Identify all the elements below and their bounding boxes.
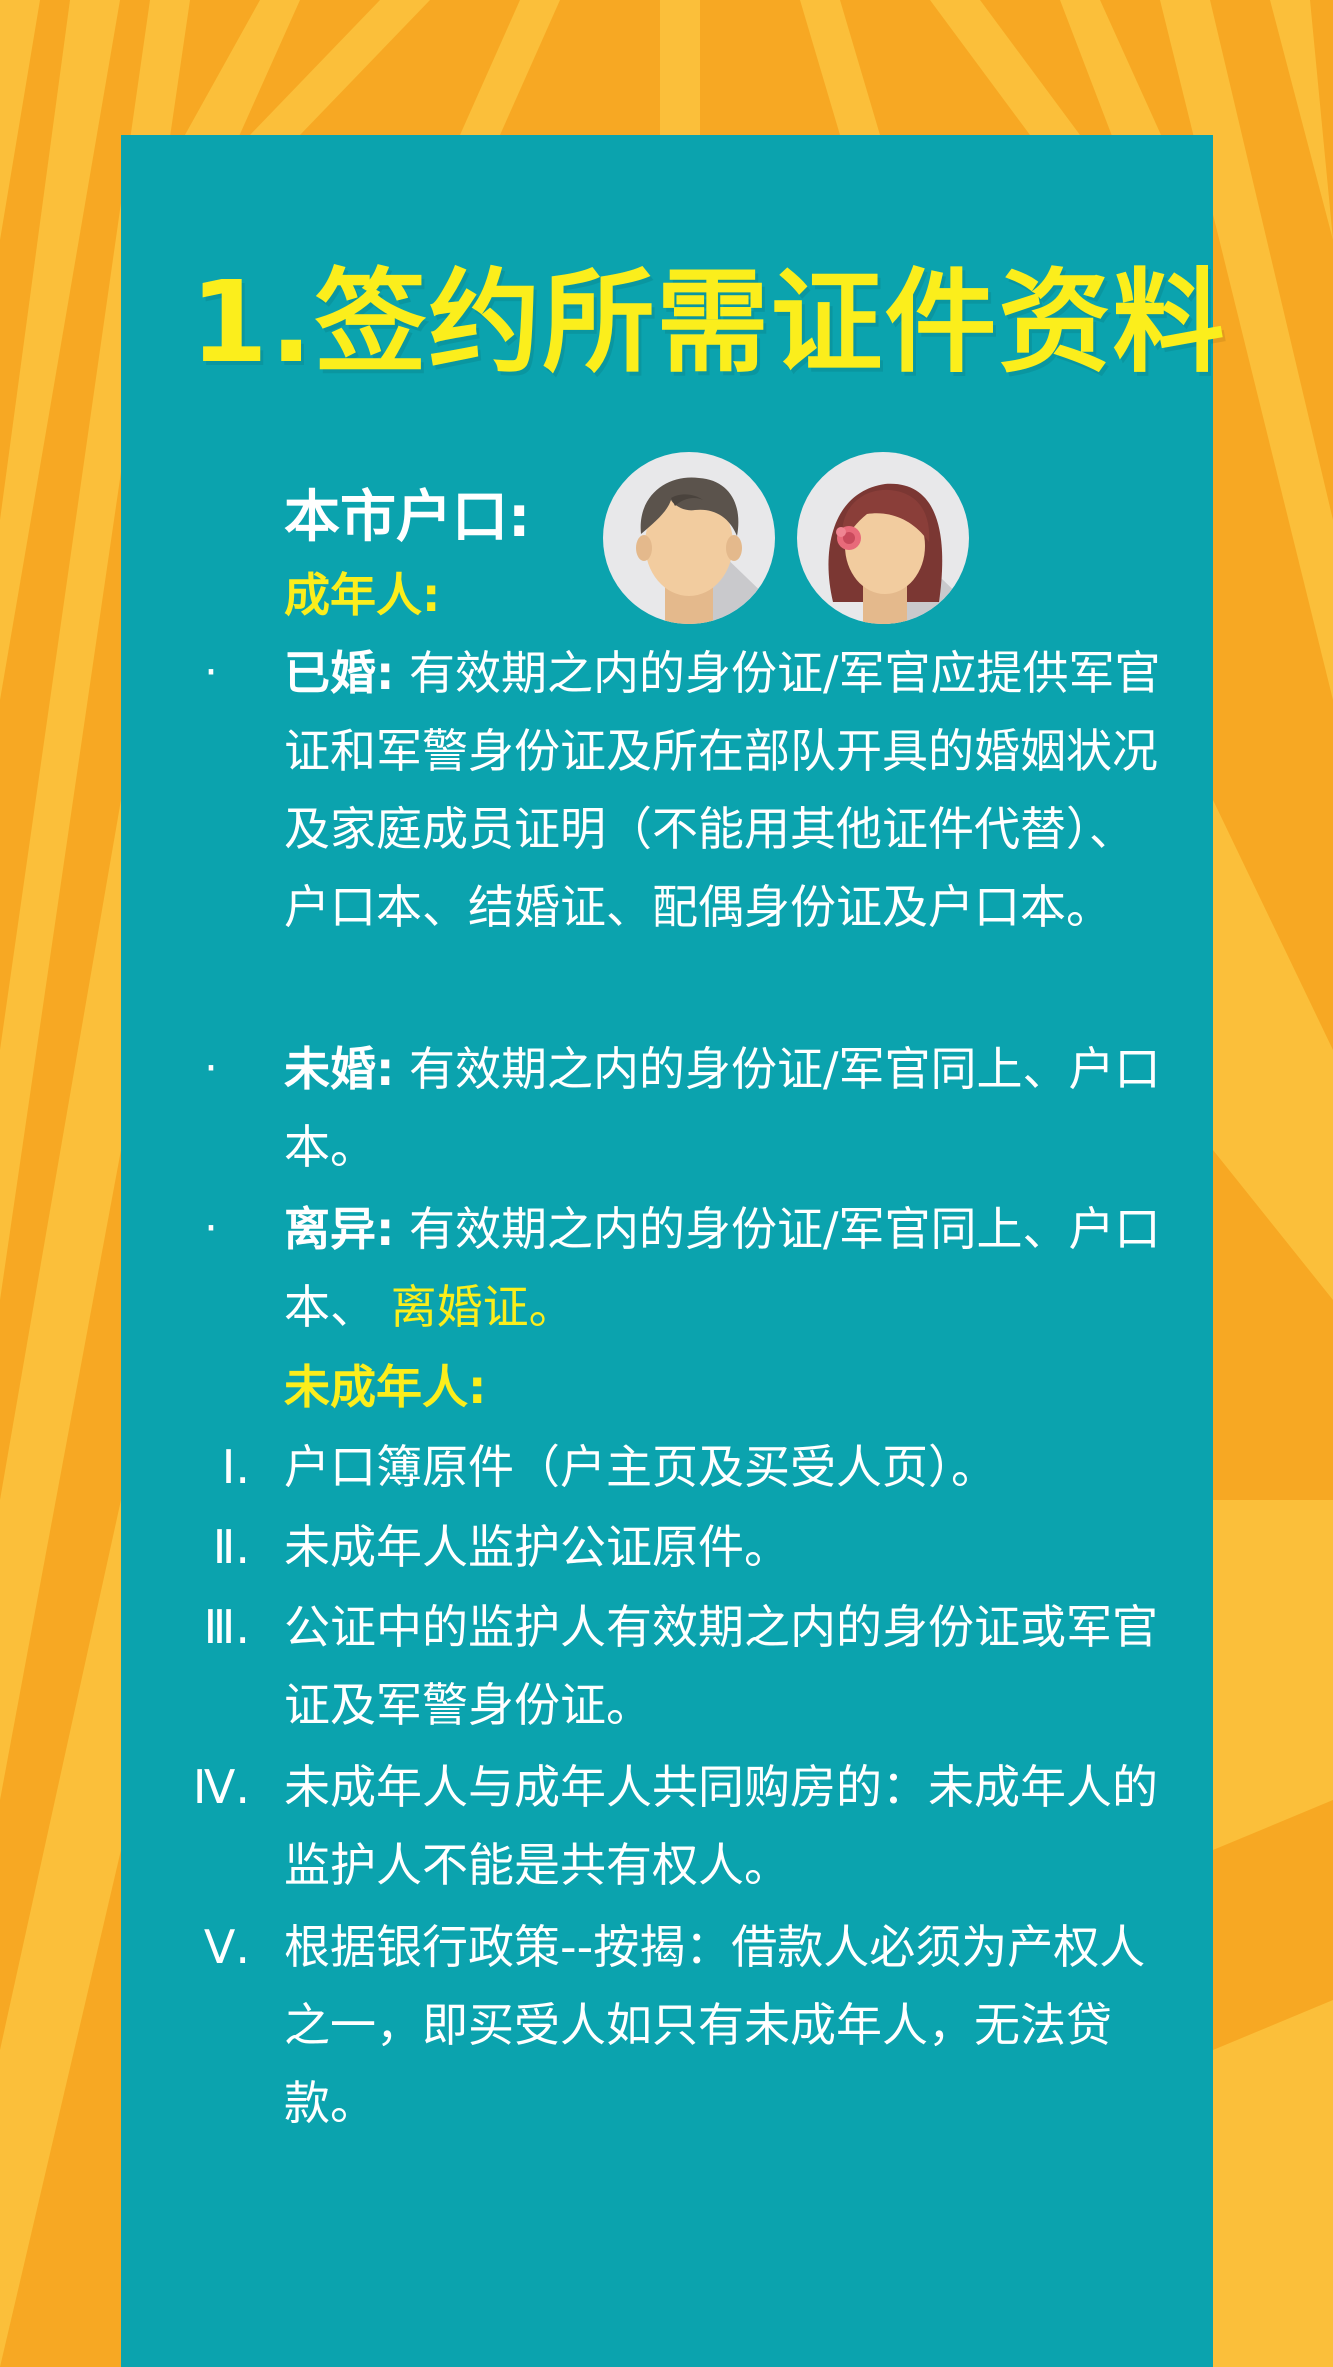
- man-avatar-icon: [603, 452, 775, 624]
- divorced-text: 有效期之内的身份证/军官同上、户口本、: [284, 1202, 1161, 1334]
- married-text: 有效期之内的身份证/军官应提供军官证和军警身份证及所在部队开具的婚姻状况及家庭成…: [284, 646, 1161, 934]
- minor-item-5: 根据银行政策--按揭：借款人必须为产权人之一，即买受人如只有未成年人，无法贷款。: [284, 1920, 1146, 2130]
- minor-item-3: 公证中的监护人有效期之内的身份证或军官证及军警身份证。: [284, 1600, 1158, 1732]
- unmarried-label: 未婚:: [284, 1042, 395, 1096]
- adult-heading: 成年人:: [284, 568, 441, 622]
- divorced-item: 离异: 有效期之内的身份证/军官同上、户口本、 离婚证。: [284, 1190, 1164, 1346]
- woman-avatar-icon: [797, 452, 969, 624]
- bullet-unmarried: ·: [204, 1043, 218, 1094]
- page-title: 1.签约所需证件资料: [190, 258, 1227, 388]
- minor-item-1-number: Ⅰ.: [221, 1440, 250, 1494]
- minor-item-1: 户口簿原件（户主页及买受人页）。: [284, 1440, 997, 1494]
- bullet-married: ·: [204, 647, 218, 698]
- minor-item-4: 未成年人与成年人共同购房的：未成年人的监护人不能是共有权人。: [284, 1760, 1158, 1892]
- minor-item-2-number: Ⅱ.: [212, 1520, 250, 1574]
- unmarried-text: 有效期之内的身份证/军官同上、户口本。: [284, 1042, 1161, 1174]
- divorced-highlight: 离婚证。: [390, 1280, 575, 1334]
- married-label: 已婚:: [284, 646, 395, 700]
- divorced-label: 离异:: [284, 1202, 395, 1256]
- married-item: 已婚: 有效期之内的身份证/军官应提供军官证和军警身份证及所在部队开具的婚姻状况…: [284, 634, 1164, 946]
- minor-item-3-number: Ⅲ.: [203, 1600, 250, 1654]
- minor-item-5-number: Ⅴ.: [203, 1920, 250, 1974]
- minor-item-2: 未成年人监护公证原件。: [284, 1520, 790, 1574]
- section-heading: 本市户口:: [284, 485, 531, 550]
- unmarried-item: 未婚: 有效期之内的身份证/军官同上、户口本。: [284, 1030, 1164, 1186]
- bullet-divorced: ·: [204, 1203, 218, 1254]
- minor-heading: 未成年人:: [284, 1360, 487, 1414]
- minor-item-4-number: Ⅳ.: [192, 1760, 250, 1814]
